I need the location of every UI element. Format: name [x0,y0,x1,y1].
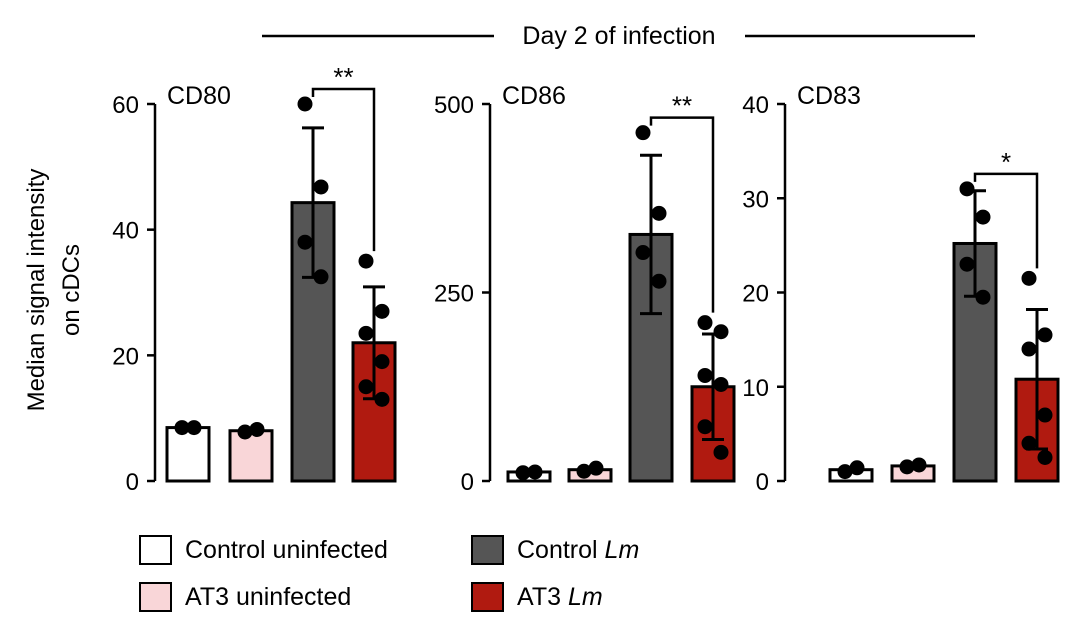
data-point [358,253,374,269]
data-point [1021,435,1037,451]
panel-cd86: 0 250 500 CD86 ** [434,82,736,496]
data-point [697,315,713,331]
header-title: Day 2 of infection [522,22,715,50]
y-tick-label: 0 [126,469,139,496]
data-point [374,391,390,407]
data-point [1037,327,1053,343]
bar [165,426,211,483]
bar [228,429,274,483]
y-tick-label: 40 [742,92,769,119]
significance-bracket [973,172,1039,269]
panel-cd83: 0 10 20 30 40 CD83 * [742,82,1060,496]
data-point [1037,449,1053,465]
data-point [297,234,313,250]
data-point [358,325,374,341]
data-point [313,179,329,195]
data-point [297,96,313,112]
y-axis-title-line2: on cDCs [58,244,85,336]
y-tick-label: 0 [461,469,474,496]
data-point [1037,407,1053,423]
y-tick-label: 20 [112,343,139,370]
data-point [1021,341,1037,357]
data-point [635,125,651,141]
data-point [249,421,265,437]
y-tick-label: 40 [112,218,139,245]
data-point [713,376,729,392]
y-tick-label: 60 [112,92,139,119]
significance-bracket [311,87,376,252]
panel-title: CD80 [167,82,231,110]
data-point [588,460,604,476]
data-point [849,460,865,476]
y-tick-label: 20 [742,281,769,308]
panel-title: CD83 [797,82,861,110]
data-point [651,273,667,289]
data-point [358,379,374,395]
significance-label: ** [672,91,692,121]
data-point [713,444,729,460]
data-point [576,463,592,479]
data-point [313,269,329,285]
data-point [1021,270,1037,286]
significance-bracket [649,116,715,313]
data-point [713,324,729,340]
data-point [959,181,975,197]
data-point [975,209,991,225]
y-axis-title: Median signal intensity on cDCs [23,169,85,412]
data-point [651,205,667,221]
data-point [174,420,190,436]
y-axis-title-line1: Median signal intensity [23,169,50,412]
y-tick-label: 30 [742,186,769,213]
data-point [837,464,853,480]
data-point [635,245,651,261]
y-tick-label: 500 [434,92,474,119]
significance-label: ** [333,62,353,92]
data-point [697,367,713,383]
panel-cd80: 0 20 40 60 CD80 ** [112,62,397,496]
panel-title: CD86 [502,82,566,110]
data-point [515,465,531,481]
data-point [527,464,543,480]
data-point [911,457,927,473]
data-point [697,419,713,435]
data-point [899,459,915,475]
significance-label: * [1001,147,1011,177]
data-point [186,420,202,436]
data-point [237,424,253,440]
data-point [959,256,975,272]
data-point [975,289,991,305]
data-point [374,354,390,370]
y-tick-label: 10 [742,375,769,402]
data-point [374,303,390,319]
y-tick-label: 250 [434,281,474,308]
y-tick-label: 0 [756,469,769,496]
